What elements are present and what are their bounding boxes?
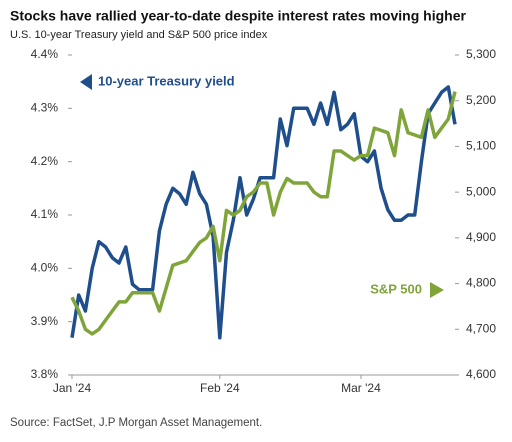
legend-label: 10-year Treasury yield bbox=[98, 73, 235, 88]
x-tick-label: Feb '24 bbox=[200, 381, 240, 395]
y2-tick-label: 5,200 bbox=[466, 93, 496, 107]
y2-tick-label: 5,300 bbox=[466, 47, 496, 61]
x-tick-label: Mar '24 bbox=[341, 381, 381, 395]
x-tick-label: Jan '24 bbox=[53, 381, 92, 395]
y-tick-label: 4.2% bbox=[31, 154, 59, 168]
legend-marker bbox=[80, 74, 92, 90]
y2-tick-label: 4,700 bbox=[466, 321, 496, 335]
y-tick-label: 3.9% bbox=[31, 314, 59, 328]
legend-marker bbox=[430, 282, 444, 298]
series-line bbox=[70, 85, 457, 340]
y-tick-label: 3.8% bbox=[31, 367, 59, 381]
y2-tick-label: 4,900 bbox=[466, 230, 496, 244]
legend-label: S&P 500 bbox=[370, 281, 422, 296]
y-tick-label: 4.0% bbox=[31, 261, 59, 275]
chart-title: Stocks have rallied year-to-date despite… bbox=[10, 8, 466, 24]
y2-tick-label: 4,600 bbox=[466, 367, 496, 381]
source: Source: FactSet, J.P Morgan Asset Manage… bbox=[10, 417, 262, 429]
y2-tick-label: 5,100 bbox=[466, 139, 496, 153]
y-tick-label: 4.1% bbox=[31, 207, 59, 221]
y2-tick-label: 5,000 bbox=[466, 184, 496, 198]
y-tick-label: 4.3% bbox=[31, 101, 59, 115]
y2-tick-label: 4,800 bbox=[466, 276, 496, 290]
series-line bbox=[70, 91, 457, 336]
y-tick-label: 4.4% bbox=[31, 47, 59, 61]
chart-subtitle: U.S. 10-year Treasury yield and S&P 500 … bbox=[10, 29, 268, 41]
